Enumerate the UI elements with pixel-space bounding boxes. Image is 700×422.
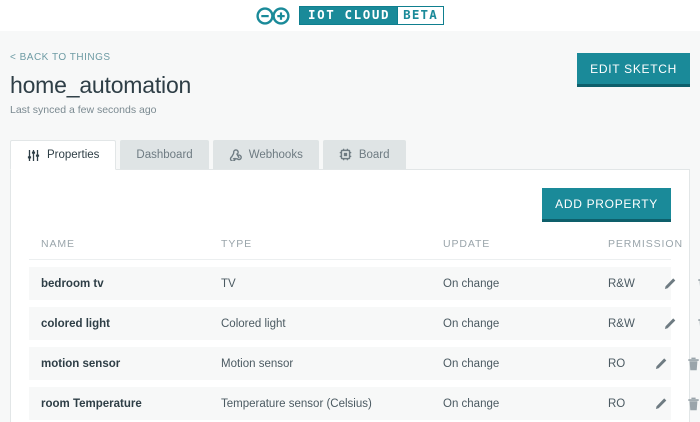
page-container: < BACK TO THINGS home_automation Last sy… (0, 31, 700, 422)
edit-icon[interactable] (663, 316, 678, 332)
arduino-infinity-icon (256, 6, 290, 25)
row-actions (625, 396, 700, 412)
cell-update: On change (443, 277, 500, 290)
table-row[interactable]: bedroom tv TV On change R&W (29, 267, 700, 300)
delete-icon[interactable] (686, 356, 700, 372)
webhook-icon (229, 148, 242, 161)
delete-icon[interactable] (696, 316, 700, 332)
column-header-name: NAME (41, 238, 75, 250)
cell-name: colored light (41, 317, 110, 330)
properties-table: NAME TYPE UPDATE PERMISSION bedroom tv T… (29, 238, 700, 420)
column-header-permission: PERMISSION (608, 238, 683, 250)
cell-update: On change (443, 357, 500, 370)
logo-wordmark: IOT CLOUD BETA (298, 6, 445, 25)
tab-dashboard-label: Dashboard (136, 148, 193, 161)
cell-permission: RO (608, 397, 626, 410)
tab-webhooks-label: Webhooks (248, 148, 303, 161)
card-toolbar: ADD PROPERTY (29, 170, 671, 222)
cell-name: motion sensor (41, 357, 121, 370)
row-actions (635, 276, 700, 292)
cell-type: Colored light (221, 317, 286, 330)
edit-sketch-button[interactable]: EDIT SKETCH (577, 53, 690, 87)
page-title: home_automation (10, 72, 192, 98)
table-row[interactable]: motion sensor Motion sensor On change RO (29, 347, 699, 380)
table-row[interactable]: room Temperature Temperature sensor (Cel… (29, 387, 699, 420)
tab-bar: Properties Dashboard Webhooks (10, 140, 690, 170)
column-header-update: UPDATE (443, 238, 491, 250)
tab-webhooks[interactable]: Webhooks (212, 140, 319, 169)
page-header: < BACK TO THINGS home_automation Last sy… (10, 31, 690, 124)
cell-type: Motion sensor (221, 357, 294, 370)
cell-type: Temperature sensor (Celsius) (221, 397, 372, 410)
properties-card: ADD PROPERTY NAME TYPE UPDATE PERMISSION… (10, 169, 700, 422)
cell-name: bedroom tv (41, 277, 104, 290)
cell-update: On change (443, 397, 500, 410)
cell-permission: R&W (608, 317, 635, 330)
cell-update: On change (443, 317, 500, 330)
tab-properties[interactable]: Properties (10, 140, 117, 170)
cell-name: room Temperature (41, 397, 142, 410)
delete-icon[interactable] (686, 396, 700, 412)
row-actions (625, 356, 700, 372)
column-header-type: TYPE (221, 238, 253, 250)
table-row[interactable]: colored light Colored light On change R&… (29, 307, 700, 340)
back-to-things-link[interactable]: < BACK TO THINGS (10, 52, 111, 63)
edit-icon[interactable] (663, 276, 678, 292)
top-logo-bar: IOT CLOUD BETA (0, 0, 700, 31)
sliders-icon (27, 149, 40, 162)
last-synced-text: Last synced a few seconds ago (10, 104, 157, 116)
tab-board-label: Board (358, 148, 390, 161)
edit-icon[interactable] (653, 396, 668, 412)
tab-properties-label: Properties (47, 149, 100, 161)
delete-icon[interactable] (696, 276, 700, 292)
logo-beta-badge: BETA (397, 7, 444, 24)
cell-type: TV (221, 277, 236, 290)
cell-permission: R&W (608, 277, 635, 290)
chip-icon (339, 148, 352, 161)
tab-board[interactable]: Board (322, 140, 406, 169)
row-actions (635, 316, 700, 332)
iot-cloud-logo[interactable]: IOT CLOUD BETA (256, 6, 445, 26)
cell-permission: RO (608, 357, 626, 370)
table-header-row: NAME TYPE UPDATE PERMISSION (29, 238, 682, 260)
logo-main-text: IOT CLOUD (307, 7, 391, 23)
tab-dashboard[interactable]: Dashboard (120, 140, 209, 169)
add-property-button[interactable]: ADD PROPERTY (542, 188, 671, 222)
edit-icon[interactable] (653, 356, 668, 372)
